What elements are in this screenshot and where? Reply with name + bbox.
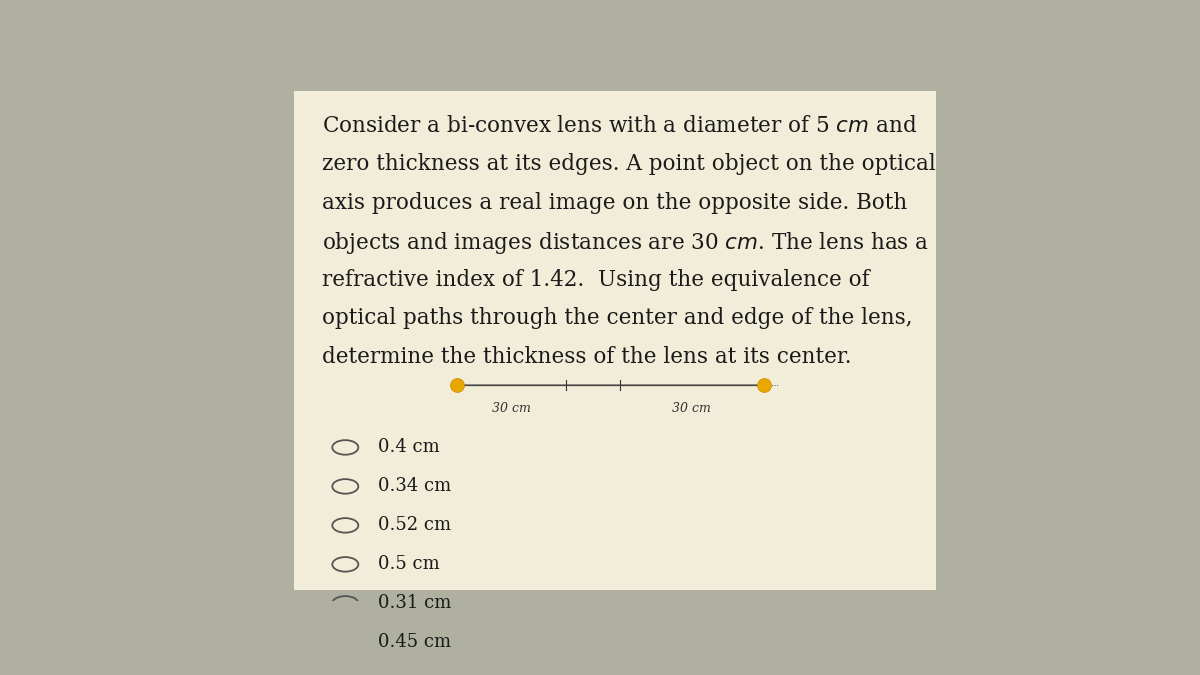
Text: 0.5 cm: 0.5 cm — [378, 556, 439, 573]
Text: 30 cm: 30 cm — [672, 402, 712, 415]
Text: zero thickness at its edges. A point object on the optical: zero thickness at its edges. A point obj… — [322, 153, 936, 176]
Text: 0.4 cm: 0.4 cm — [378, 439, 439, 456]
Text: optical paths through the center and edge of the lens,: optical paths through the center and edg… — [322, 307, 912, 329]
Text: 0.45 cm: 0.45 cm — [378, 633, 451, 651]
Text: Consider a bi-convex lens with a diameter of 5 $\mathit{cm}$ and: Consider a bi-convex lens with a diamete… — [322, 115, 917, 137]
Text: 0.34 cm: 0.34 cm — [378, 477, 451, 495]
Text: 30 cm: 30 cm — [492, 402, 530, 415]
Text: 0.52 cm: 0.52 cm — [378, 516, 451, 535]
Text: axis produces a real image on the opposite side. Both: axis produces a real image on the opposi… — [322, 192, 907, 214]
Text: 0.31 cm: 0.31 cm — [378, 595, 451, 612]
Text: refractive index of 1.42.  Using the equivalence of: refractive index of 1.42. Using the equi… — [322, 269, 870, 291]
Text: determine the thickness of the lens at its center.: determine the thickness of the lens at i… — [322, 346, 852, 368]
FancyBboxPatch shape — [294, 91, 936, 591]
Text: objects and images distances are 30 $\mathit{cm}$. The lens has a: objects and images distances are 30 $\ma… — [322, 230, 929, 256]
